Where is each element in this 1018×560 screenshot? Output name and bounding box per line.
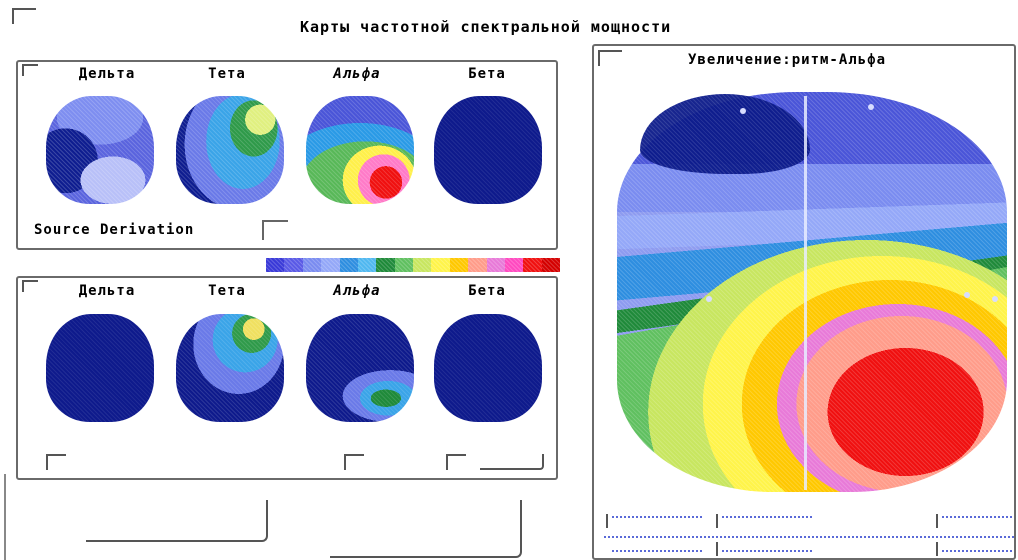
color-scale-cell	[357, 258, 377, 272]
outer-left-border	[4, 474, 6, 560]
top-label-alpha: Альфа	[333, 66, 381, 82]
zoom-field-tick	[606, 514, 608, 528]
color-scale-cell	[449, 258, 469, 272]
bottom-left-control[interactable]	[46, 454, 66, 470]
color-scale-cell	[468, 258, 487, 272]
window-title: Карты частотной спектральной мощности	[300, 18, 672, 36]
window-corner-marker	[12, 8, 36, 24]
zoom-field-long[interactable]	[604, 528, 1014, 538]
zoom-field-6[interactable]	[942, 542, 1012, 552]
source-derivation-select[interactable]	[262, 220, 288, 240]
electrode-dot	[992, 296, 998, 302]
zoom-field-3[interactable]	[942, 508, 1012, 518]
bottom-beta-map[interactable]	[434, 314, 542, 422]
electrode-dot	[868, 104, 874, 110]
electrode-dot	[706, 296, 712, 302]
top-label-theta: Тета	[208, 66, 246, 82]
bottom-label-beta: Бета	[468, 283, 506, 299]
color-scale-cell	[284, 258, 303, 272]
top-panel-corner	[22, 64, 38, 76]
bottom-alpha-map[interactable]	[306, 314, 414, 422]
zoom-field-tick	[716, 514, 718, 528]
bottom-delta-map[interactable]	[46, 314, 154, 422]
color-scale-cell	[302, 258, 322, 272]
color-scale-cell	[394, 258, 413, 272]
color-scale-cell	[376, 258, 395, 272]
zoom-field-5[interactable]	[722, 542, 812, 552]
bottom-label-alpha: Альфа	[333, 283, 381, 299]
bottom-label-delta: Дельта	[78, 283, 136, 299]
bottom-input-field[interactable]	[480, 454, 544, 470]
zoom-map-midline	[804, 96, 807, 490]
color-scale-cell	[339, 258, 358, 272]
color-scale-cell	[413, 258, 432, 272]
zoom-field-2[interactable]	[722, 508, 812, 518]
zoom-field-tick	[936, 542, 938, 556]
color-scale-bar	[266, 258, 560, 272]
color-scale-cell	[431, 258, 450, 272]
color-scale-cell	[486, 258, 505, 272]
top-theta-map[interactable]	[176, 96, 284, 204]
bottom-maps-panel	[16, 276, 558, 480]
bottom-theta-map[interactable]	[176, 314, 284, 422]
bottom-panel-corner	[22, 280, 38, 292]
top-alpha-map[interactable]	[306, 96, 414, 204]
bottom-label-theta: Тета	[208, 283, 246, 299]
top-maps-panel	[16, 60, 558, 250]
color-scale-cell	[266, 258, 285, 272]
color-scale-cell	[321, 258, 340, 272]
top-delta-map[interactable]	[46, 96, 154, 204]
color-scale-cell	[541, 258, 560, 272]
color-scale-cell	[504, 258, 524, 272]
source-derivation-label: Source Derivation	[34, 222, 195, 238]
zoom-panel-corner	[598, 50, 622, 66]
top-label-delta: Дельта	[78, 66, 136, 82]
bottom-button-left[interactable]	[86, 500, 268, 542]
top-beta-map[interactable]	[434, 96, 542, 204]
zoom-field-4[interactable]	[612, 542, 702, 552]
zoom-field-1[interactable]	[612, 508, 702, 518]
bottom-mid-control[interactable]	[344, 454, 364, 470]
zoom-field-tick	[716, 542, 718, 556]
color-scale-cell	[523, 258, 542, 272]
zoom-field-tick	[936, 514, 938, 528]
electrode-dot	[964, 292, 970, 298]
top-label-beta: Бета	[468, 66, 506, 82]
bottom-right-control[interactable]	[446, 454, 466, 470]
zoom-panel	[592, 44, 1016, 560]
electrode-dot	[740, 108, 746, 114]
zoom-map-deep-region	[640, 94, 810, 174]
zoom-panel-title: Увеличение:ритм-Альфа	[688, 52, 887, 68]
bottom-button-right[interactable]	[330, 500, 522, 558]
